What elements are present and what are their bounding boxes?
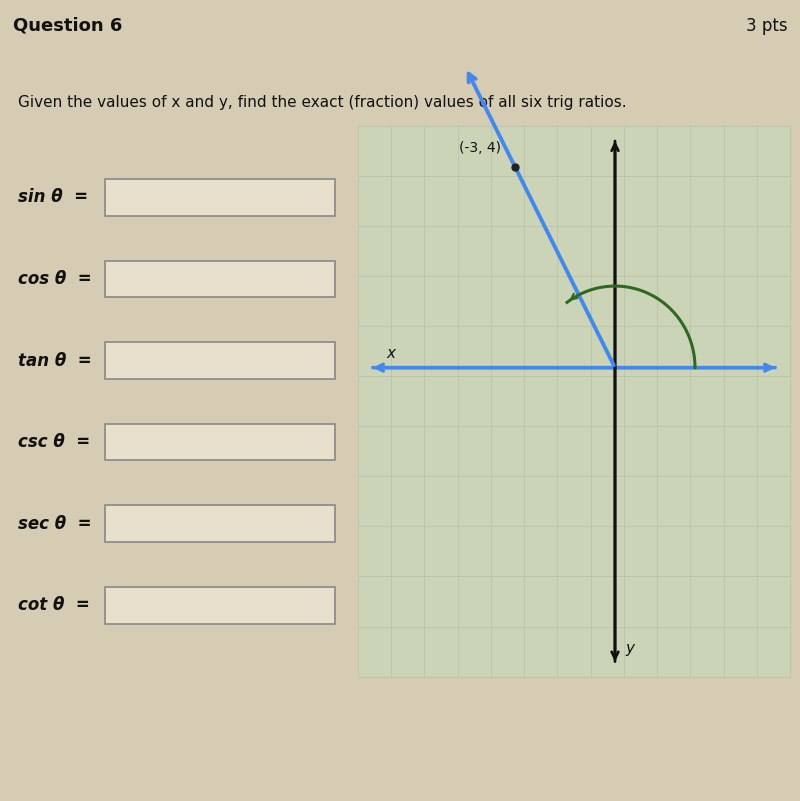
Text: csc θ  =: csc θ = [18, 433, 90, 451]
Bar [105, 179, 335, 215]
Bar [105, 587, 335, 624]
Text: cot θ  =: cot θ = [18, 596, 90, 614]
Text: x: x [386, 346, 395, 361]
Bar [105, 260, 335, 297]
Bar [105, 424, 335, 461]
Text: Question 6: Question 6 [13, 17, 122, 34]
Text: sin θ  =: sin θ = [18, 188, 88, 207]
Text: sec θ  =: sec θ = [18, 515, 91, 533]
Text: Given the values of x and y, find the exact (fraction) values of all six trig ra: Given the values of x and y, find the ex… [18, 95, 626, 111]
Text: 3 pts: 3 pts [746, 17, 787, 34]
Text: (-3, 4): (-3, 4) [459, 141, 502, 155]
Bar [105, 505, 335, 542]
Bar [358, 126, 790, 677]
Bar [105, 342, 335, 379]
Text: y: y [625, 641, 634, 656]
Text: tan θ  =: tan θ = [18, 352, 92, 369]
Text: cos θ  =: cos θ = [18, 270, 92, 288]
